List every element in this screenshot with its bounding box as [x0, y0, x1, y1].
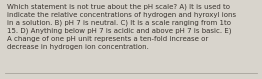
- Text: Which statement is not true about the pH scale? A) It is used to
indicate the re: Which statement is not true about the pH…: [7, 3, 236, 50]
